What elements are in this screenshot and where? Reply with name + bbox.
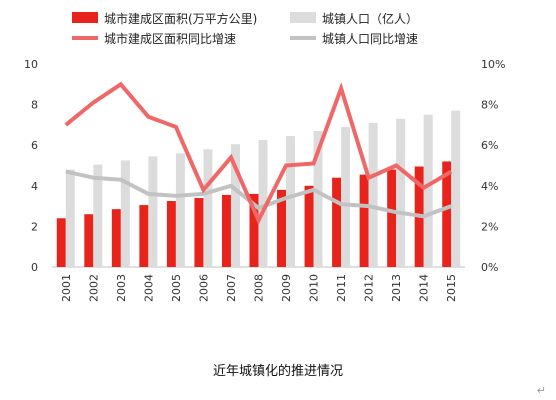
bar bbox=[230, 144, 240, 267]
legend-swatch bbox=[290, 12, 316, 23]
bar bbox=[249, 193, 259, 267]
bar bbox=[332, 177, 342, 267]
legend-label: 城镇人口（亿人） bbox=[322, 11, 418, 26]
x-tick-label: 2005 bbox=[170, 274, 183, 302]
left-tick-label: 4 bbox=[31, 180, 38, 193]
x-tick-label: 2013 bbox=[390, 274, 403, 302]
bar bbox=[65, 169, 75, 267]
x-tick-label: 2014 bbox=[418, 274, 431, 302]
bar bbox=[175, 153, 185, 267]
left-tick-label: 2 bbox=[31, 220, 38, 233]
right-tick-label: 6% bbox=[481, 139, 498, 152]
lines bbox=[64, 81, 453, 226]
x-tick-label: 2010 bbox=[308, 274, 321, 302]
bar bbox=[120, 160, 130, 267]
bar bbox=[451, 110, 461, 267]
x-tick-label: 2002 bbox=[87, 274, 100, 302]
left-tick-label: 6 bbox=[31, 139, 38, 152]
bar bbox=[387, 169, 397, 267]
bar bbox=[442, 161, 452, 267]
bar bbox=[203, 149, 213, 267]
x-tick-label: 2004 bbox=[142, 274, 155, 302]
bar bbox=[396, 118, 406, 267]
x-tick-label: 2011 bbox=[335, 274, 348, 302]
bar bbox=[221, 194, 231, 267]
right-tick-label: 10% bbox=[481, 58, 505, 71]
right-tick-label: 4% bbox=[481, 180, 498, 193]
bar bbox=[56, 218, 66, 267]
bar bbox=[84, 214, 94, 267]
bar bbox=[368, 122, 378, 268]
legend-label: 城镇人口同比增速 bbox=[322, 32, 418, 46]
x-tick-label: 2015 bbox=[445, 274, 458, 302]
x-tick-labels: 2001 2002 2003 2004 2005 2006 2007 2008 2009 2010… bbox=[60, 274, 458, 302]
chart: 城市建成区面积(万平方公里) 城镇人口（亿人） 城市建成区面积同比增速 城镇人口同比增… bbox=[24, 11, 505, 302]
bar bbox=[258, 140, 268, 267]
x-tick-label: 2001 bbox=[60, 274, 73, 302]
x-tick-label: 2007 bbox=[225, 274, 238, 302]
bar bbox=[148, 156, 158, 267]
bar bbox=[277, 189, 287, 267]
left-tick-label: 8 bbox=[31, 99, 38, 112]
legend: 城市建成区面积(万平方公里) 城镇人口（亿人） 城市建成区面积同比增速 城镇人口同比增… bbox=[72, 11, 418, 46]
legend-label: 城市建成区面积(万平方公里) bbox=[104, 11, 257, 26]
bars bbox=[56, 110, 461, 268]
right-tick-label: 2% bbox=[481, 220, 498, 233]
bar bbox=[313, 130, 323, 267]
x-tick-label: 2009 bbox=[280, 274, 293, 302]
paragraph-mark: ↵ bbox=[536, 384, 546, 397]
bar bbox=[286, 136, 296, 267]
left-tick-label: 0 bbox=[31, 261, 38, 274]
left-tick-label: 10 bbox=[24, 58, 38, 71]
bar bbox=[304, 185, 314, 267]
figure-caption: 近年城镇化的推进情况 bbox=[212, 364, 343, 379]
bar bbox=[166, 201, 176, 267]
x-tick-label: 2003 bbox=[115, 274, 128, 302]
right-tick-label: 0% bbox=[481, 261, 498, 274]
legend-swatch bbox=[72, 12, 98, 23]
bar bbox=[359, 174, 369, 267]
bar bbox=[139, 205, 149, 267]
bar bbox=[341, 126, 351, 268]
series-line bbox=[65, 169, 452, 219]
legend-label: 城市建成区面积同比增速 bbox=[104, 31, 236, 46]
bar bbox=[423, 114, 433, 267]
x-tick-label: 2006 bbox=[197, 274, 210, 302]
x-tick-label: 2008 bbox=[253, 274, 266, 302]
x-tick-label: 2012 bbox=[363, 274, 376, 302]
series-line bbox=[64, 81, 453, 226]
bar bbox=[93, 164, 103, 267]
bar bbox=[194, 197, 204, 267]
right-tick-label: 8% bbox=[481, 99, 498, 112]
bar bbox=[111, 209, 121, 267]
